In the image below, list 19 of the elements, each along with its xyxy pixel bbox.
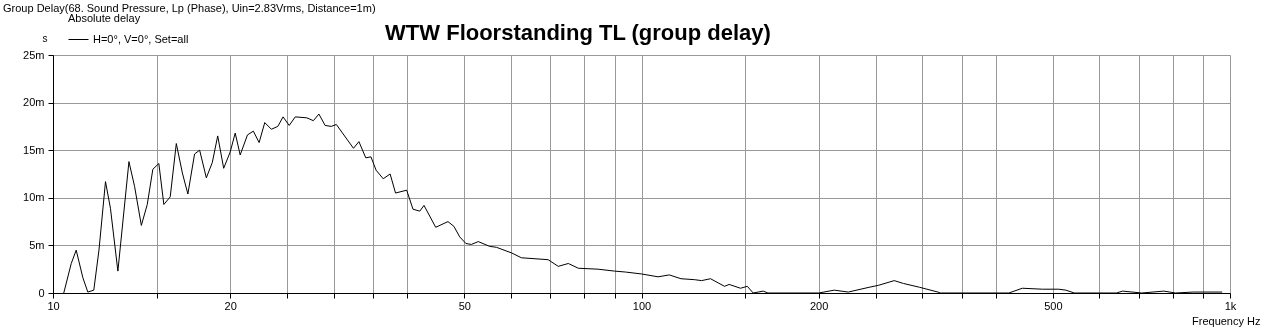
x-tick-label: 100 [632, 299, 652, 312]
x-tick-label: 500 [1044, 299, 1063, 312]
x-tick-label: 50 [458, 299, 471, 312]
y-tick-label: 20m [23, 96, 45, 109]
x-tick-label: 200 [809, 299, 829, 312]
x-tick-label: 10 [47, 299, 60, 312]
x-tick-label: 20 [224, 299, 237, 312]
legend-label: H=0°, V=0°, Set=all [93, 32, 189, 45]
y-tick-label: 10m [23, 191, 45, 204]
x-axis-title: Frequency Hz [1192, 314, 1261, 327]
y-tick-label: 5m [29, 238, 45, 251]
chart-subtitle: Group Delay(68. Sound Pressure, Lp (Phase), Uin=2.83Vrms, Distance=1m) [3, 2, 376, 14]
y-tick-label: 25m [23, 48, 45, 61]
x-tick-label: 1k [1224, 299, 1237, 312]
y-tick-label: 0 [38, 286, 45, 299]
y-tick-label: 15m [23, 143, 45, 156]
legend-title: Absolute delay [68, 12, 141, 24]
y-axis-title: s [42, 32, 48, 44]
chart-title: WTW Floorstanding TL (group delay) [385, 20, 771, 45]
